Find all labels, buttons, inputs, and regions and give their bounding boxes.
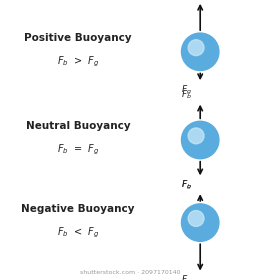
Text: Neutral Buoyancy: Neutral Buoyancy (26, 121, 130, 131)
Text: $F_b$: $F_b$ (181, 88, 192, 101)
Ellipse shape (181, 204, 219, 241)
Text: Positive Buoyancy: Positive Buoyancy (24, 33, 132, 43)
Text: $F_b$  >  $F_g$: $F_b$ > $F_g$ (57, 54, 99, 69)
Text: $F_b$: $F_b$ (181, 178, 192, 191)
Text: $F_b$  =  $F_g$: $F_b$ = $F_g$ (57, 143, 99, 157)
Ellipse shape (188, 40, 204, 56)
Ellipse shape (188, 128, 204, 144)
Text: $F_g$: $F_g$ (181, 274, 192, 280)
Text: $F_g$: $F_g$ (181, 84, 192, 97)
Text: shutterstock.com · 2097170140: shutterstock.com · 2097170140 (80, 270, 180, 275)
Text: Negative Buoyancy: Negative Buoyancy (21, 204, 135, 214)
Ellipse shape (188, 211, 204, 227)
Text: $F_b$  <  $F_g$: $F_b$ < $F_g$ (57, 225, 99, 240)
Ellipse shape (181, 33, 219, 71)
Text: $F_g$: $F_g$ (181, 179, 192, 192)
Ellipse shape (181, 121, 219, 159)
